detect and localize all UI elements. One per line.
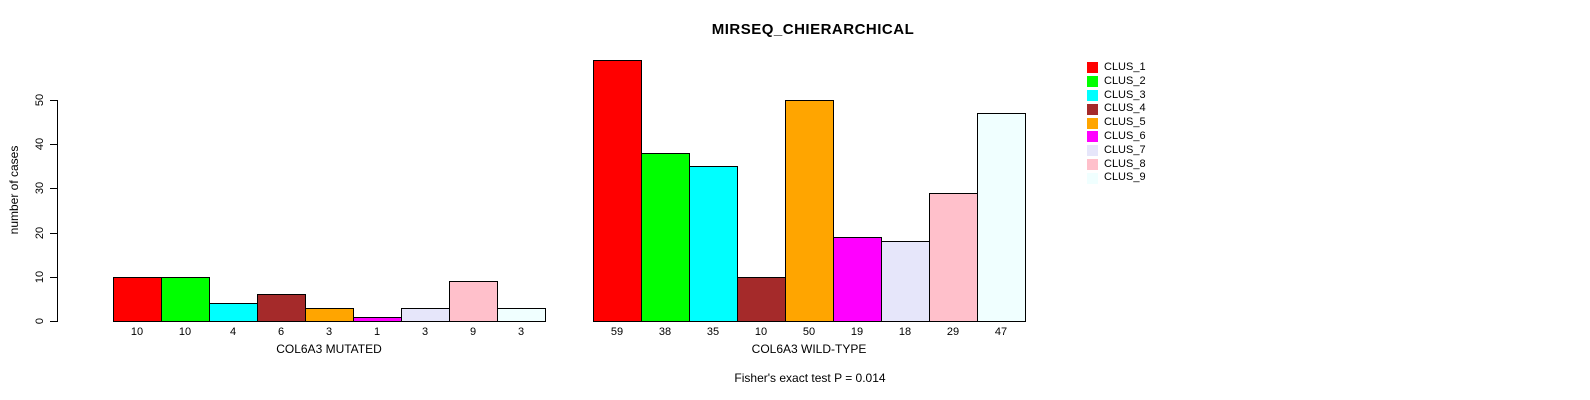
bar-value-label: 10: [130, 326, 144, 338]
legend-swatch-icon: [1087, 131, 1098, 143]
legend-item-clus_1: CLUS_1: [1087, 61, 1146, 75]
y-axis-tick: [50, 276, 57, 278]
legend-label: CLUS_1: [1104, 61, 1146, 73]
bar-value-label: 4: [229, 326, 237, 338]
bar-clus_5: [305, 308, 354, 322]
bar-value-label: 9: [469, 326, 477, 338]
bar-value-label: 29: [946, 326, 960, 338]
legend-item-clus_7: CLUS_7: [1087, 144, 1146, 158]
y-axis-tick-label: 0: [34, 317, 46, 325]
y-axis-tick: [50, 188, 57, 190]
legend-item-clus_8: CLUS_8: [1087, 158, 1146, 172]
legend-item-clus_2: CLUS_2: [1087, 75, 1146, 89]
fisher-test-annotation: Fisher's exact test P = 0.014: [734, 371, 886, 385]
bar-clus_1: [593, 60, 642, 322]
bar-clus_9: [977, 113, 1026, 322]
x-axis-label-wildtype: COL6A3 WILD-TYPE: [751, 342, 867, 356]
legend-label: CLUS_5: [1104, 116, 1146, 129]
legend-swatch-icon: [1087, 89, 1098, 101]
bar-clus_8: [929, 193, 978, 322]
bar-clus_7: [401, 308, 450, 322]
legend-swatch-icon: [1087, 62, 1098, 74]
legend-swatch-icon: [1087, 76, 1098, 88]
bar-value-label: 6: [277, 326, 285, 338]
bar-value-label: 19: [850, 326, 864, 338]
bar-value-label: 35: [706, 326, 720, 338]
legend-swatch-icon: [1087, 158, 1098, 170]
y-axis-tick: [50, 99, 57, 101]
bar-clus_7: [881, 241, 930, 322]
bar-value-label: 18: [898, 326, 912, 338]
y-axis-tick: [50, 232, 57, 234]
y-axis-tick-label: 20: [34, 226, 46, 239]
bar-value-label: 47: [994, 326, 1008, 338]
y-axis-line: [57, 99, 58, 322]
bar-value-label: 59: [610, 326, 624, 338]
y-axis-tick: [50, 144, 57, 146]
legend-item-clus_4: CLUS_4: [1087, 102, 1146, 116]
bar-clus_6: [833, 237, 882, 322]
bar-clus_9: [497, 308, 546, 322]
legend-label: CLUS_8: [1104, 157, 1146, 170]
bar-clus_8: [449, 281, 498, 322]
bar-value-label: 3: [325, 326, 333, 338]
legend-label: CLUS_3: [1104, 88, 1146, 101]
legend-item-clus_6: CLUS_6: [1087, 130, 1146, 144]
bar-clus_2: [161, 277, 210, 322]
bar-value-label: 10: [178, 326, 192, 338]
legend-label: CLUS_4: [1104, 102, 1146, 115]
legend-swatch-icon: [1087, 117, 1098, 129]
bar-clus_6: [353, 317, 402, 322]
bar-clus_4: [257, 294, 306, 322]
bar-clus_3: [689, 166, 738, 322]
bar-clus_4: [737, 277, 786, 322]
legend: CLUS_1 CLUS_2 CLUS_3 CLUS_4 CLUS_5 CLUS_6 CLUS…: [1087, 61, 1146, 185]
bar-value-label: 10: [754, 326, 768, 338]
legend-label: CLUS_6: [1104, 129, 1146, 142]
y-axis-tick-label: 50: [34, 93, 46, 106]
legend-swatch-icon: [1087, 145, 1098, 157]
legend-swatch-icon: [1087, 172, 1098, 184]
legend-item-clus_3: CLUS_3: [1087, 89, 1146, 103]
bar-clus_5: [785, 100, 834, 322]
bar-clus_3: [209, 303, 258, 322]
legend-swatch-icon: [1087, 103, 1098, 115]
bar-value-label: 1: [373, 326, 381, 338]
legend-label: CLUS_7: [1104, 143, 1146, 156]
bar-value-label: 3: [517, 326, 525, 338]
bar-value-label: 50: [802, 326, 816, 338]
legend-label: CLUS_9: [1104, 171, 1146, 184]
bar-value-label: 3: [421, 326, 429, 338]
y-axis-tick-label: 30: [34, 182, 46, 195]
legend-label: CLUS_2: [1104, 74, 1146, 87]
bar-clus_1: [113, 277, 162, 322]
y-axis-label: number of cases: [7, 145, 21, 235]
bar-clus_2: [641, 153, 690, 322]
legend-item-clus_9: CLUS_9: [1087, 171, 1146, 185]
bar-value-label: 38: [658, 326, 672, 338]
y-axis-tick: [50, 321, 57, 322]
x-axis-label-mutated: COL6A3 MUTATED: [276, 342, 382, 356]
chart-title: MIRSEQ_CHIERARCHICAL: [711, 21, 915, 38]
y-axis-tick-label: 40: [34, 137, 46, 151]
y-axis-tick-label: 10: [34, 270, 46, 283]
legend-item-clus_5: CLUS_5: [1087, 116, 1146, 130]
